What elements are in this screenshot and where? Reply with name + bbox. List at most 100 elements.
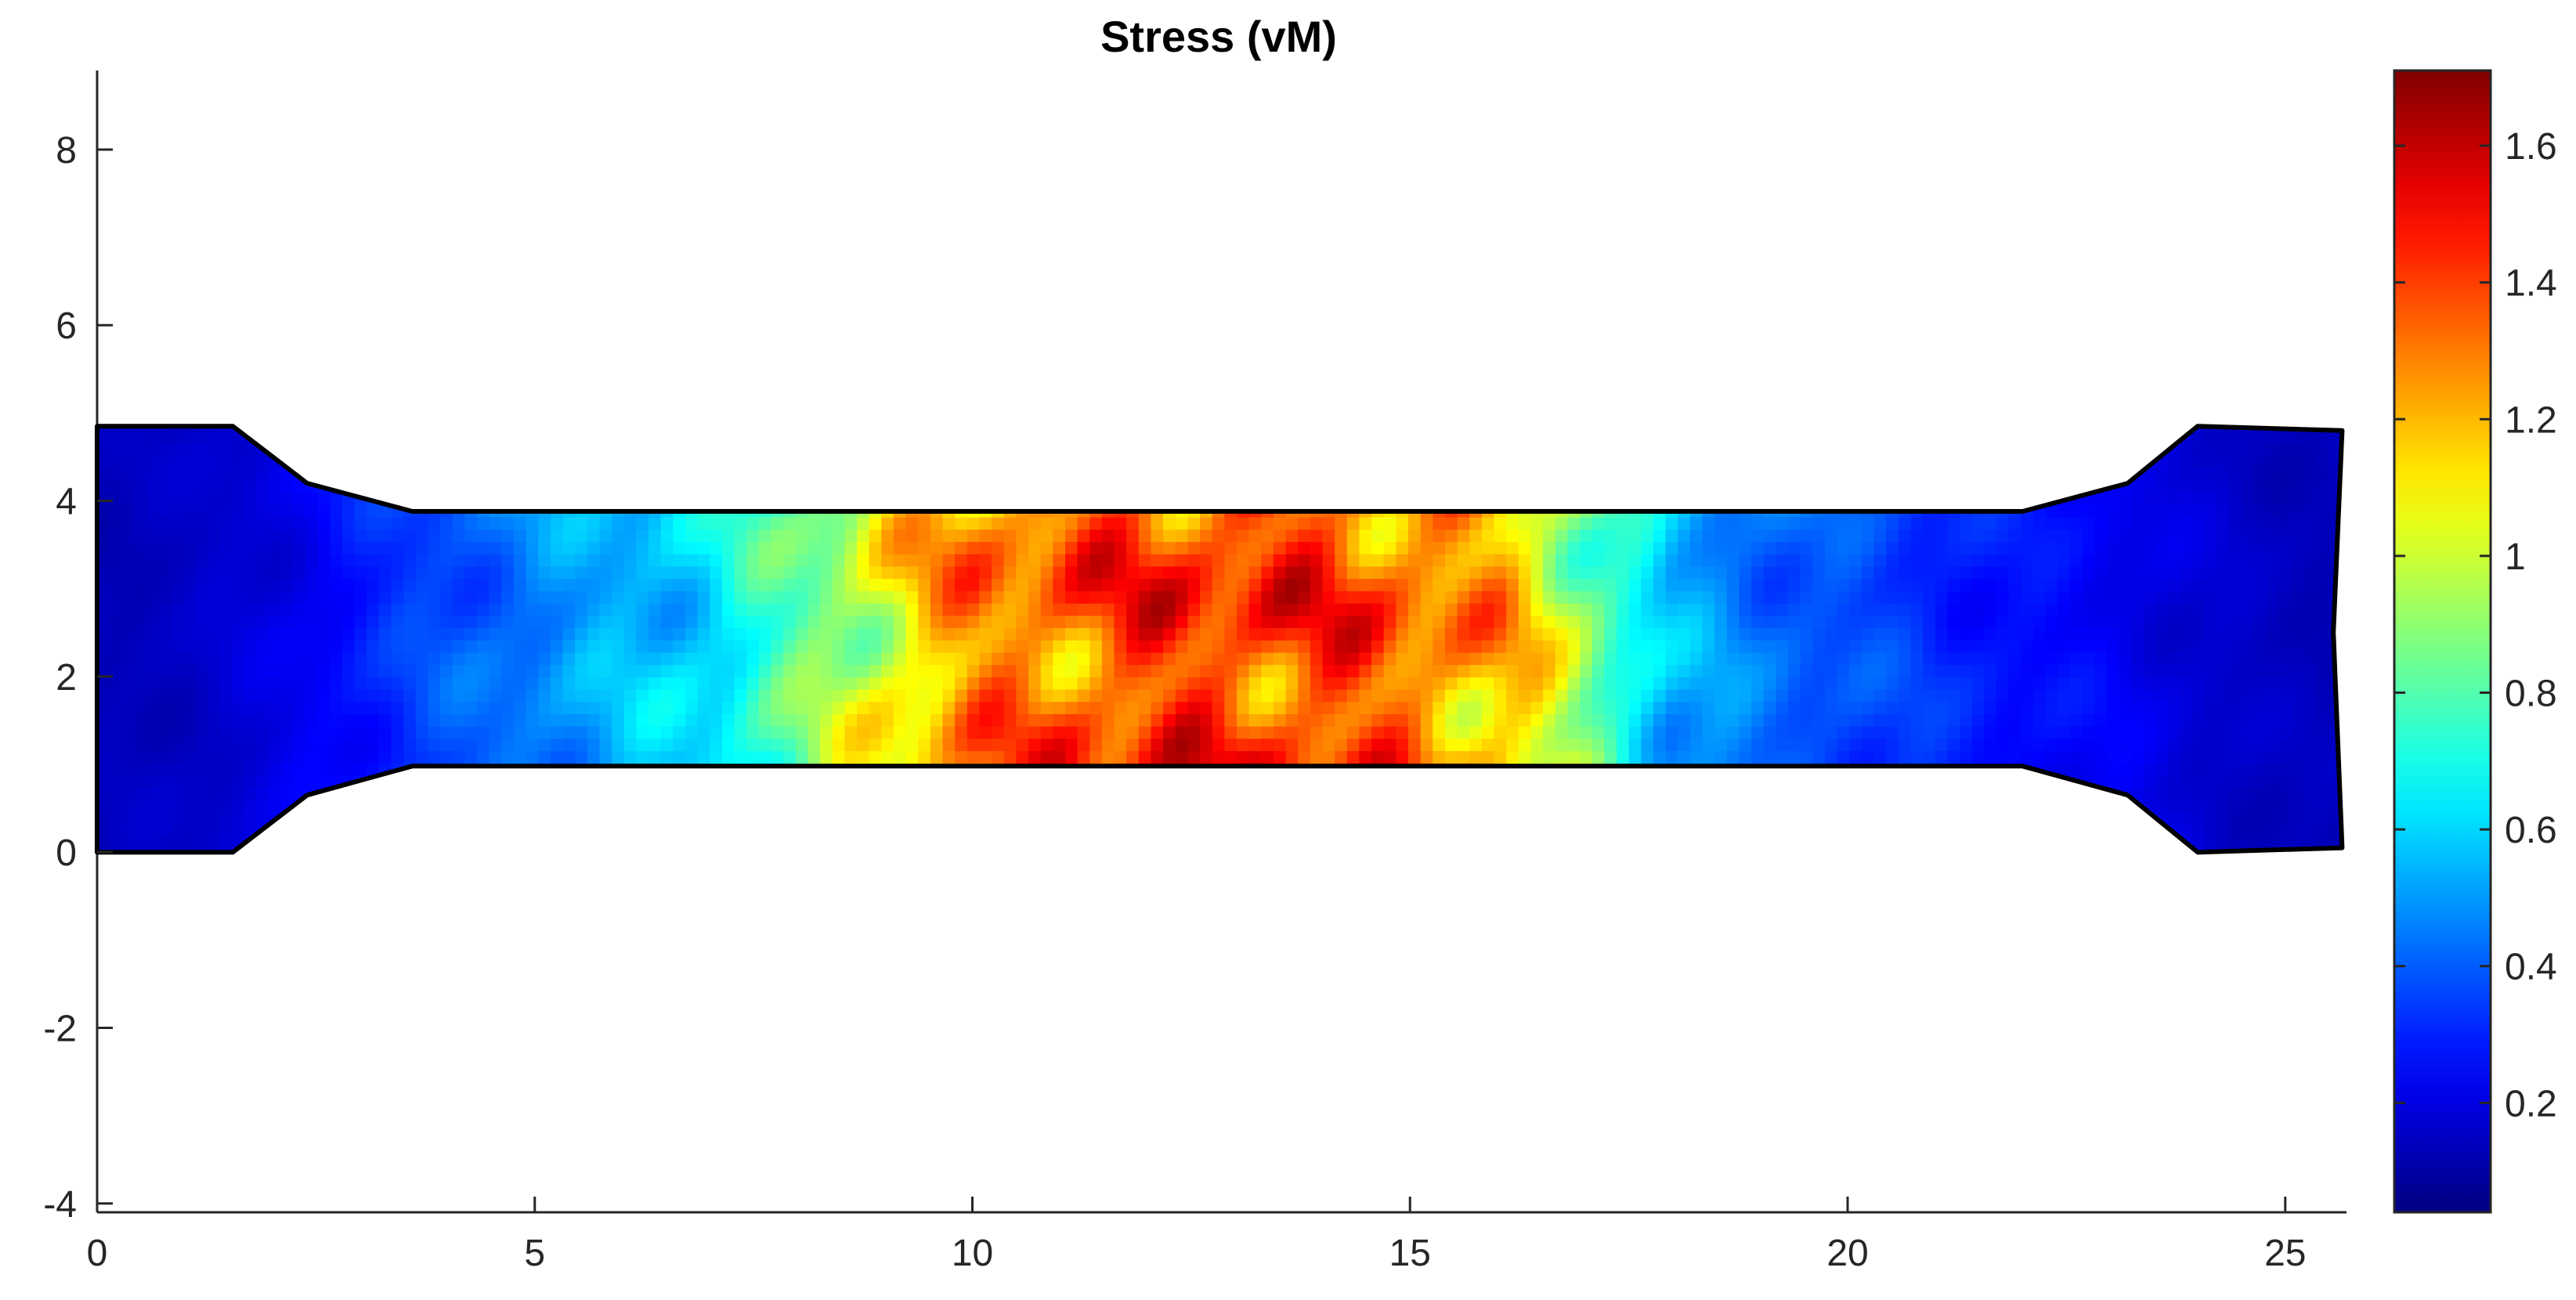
field-cell <box>1420 479 1434 493</box>
field-cell <box>562 750 576 764</box>
field-cell <box>1678 701 1691 714</box>
field-cell <box>881 787 894 800</box>
field-cell <box>746 442 760 457</box>
field-cell <box>403 676 417 690</box>
field-cell <box>1016 639 1029 653</box>
field-cell <box>170 479 184 493</box>
field-cell <box>440 775 453 789</box>
field-cell <box>820 836 833 850</box>
field-cell <box>1604 848 1617 853</box>
field-cell <box>280 479 294 493</box>
field-cell <box>1591 602 1606 616</box>
field-cell <box>1346 799 1360 813</box>
field-cell <box>1433 688 1446 702</box>
field-cell <box>1298 688 1311 702</box>
field-cell <box>428 824 441 837</box>
field-cell <box>758 836 772 850</box>
field-cell <box>955 541 968 554</box>
field-cell <box>1739 442 1752 457</box>
field-cell <box>330 467 343 481</box>
field-cell <box>1346 516 1360 530</box>
field-cell <box>1335 565 1348 580</box>
field-cell <box>1285 565 1299 580</box>
field-cell <box>1151 688 1165 702</box>
field-cell <box>1065 750 1078 764</box>
field-cell <box>1494 701 1508 714</box>
field-cell <box>1567 602 1581 616</box>
field-cell <box>1702 565 1716 580</box>
field-cell <box>354 639 368 653</box>
field-cell <box>1126 811 1140 825</box>
field-cell <box>1408 442 1422 457</box>
field-cell <box>1726 430 1740 444</box>
field-cell <box>1408 602 1422 616</box>
field-cell <box>550 688 564 702</box>
field-cell <box>721 824 735 837</box>
field-cell <box>195 426 208 432</box>
field-cell <box>1200 639 1213 653</box>
field-cell <box>1126 664 1140 677</box>
field-cell <box>1530 738 1545 752</box>
field-cell <box>1322 738 1336 752</box>
field-cell <box>526 430 540 444</box>
field-cell <box>1151 725 1165 739</box>
field-cell <box>599 615 613 629</box>
field-cell <box>1346 787 1360 800</box>
field-cell <box>1543 775 1556 789</box>
field-cell <box>857 578 870 591</box>
field-cell <box>857 639 870 653</box>
field-cell <box>1420 688 1434 702</box>
field-cell <box>354 738 368 752</box>
field-cell <box>1457 541 1471 554</box>
field-cell <box>170 639 184 653</box>
field-cell <box>623 479 638 493</box>
field-cell <box>452 639 466 653</box>
field-cell <box>575 824 588 837</box>
field-cell <box>942 725 956 739</box>
field-cell <box>354 713 368 727</box>
field-cell <box>1151 467 1165 481</box>
field-cell <box>869 578 883 591</box>
field-cell <box>721 639 735 653</box>
field-cell <box>1580 627 1593 641</box>
field-cell <box>673 713 686 727</box>
field-cell <box>440 479 453 493</box>
field-cell <box>1335 713 1348 727</box>
field-cell <box>1028 824 1042 837</box>
field-cell <box>832 541 846 554</box>
field-cell <box>1224 627 1237 641</box>
field-cell <box>1702 430 1716 444</box>
field-cell <box>158 664 172 677</box>
field-cell <box>562 479 576 493</box>
field-cell <box>1641 627 1654 641</box>
field-cell <box>905 688 919 702</box>
field-cell <box>660 590 674 604</box>
field-cell <box>1371 738 1385 752</box>
field-cell <box>464 725 478 739</box>
field-cell <box>1322 602 1336 616</box>
field-cell <box>1506 529 1519 543</box>
field-cell <box>1065 615 1078 629</box>
field-cell <box>280 627 294 641</box>
field-cell <box>697 442 711 457</box>
field-cell <box>378 652 392 666</box>
field-cell <box>1016 787 1029 800</box>
field-cell <box>317 639 331 653</box>
field-cell <box>918 787 931 800</box>
field-cell <box>783 787 797 800</box>
field-cell <box>1591 787 1606 800</box>
field-cell <box>869 688 883 702</box>
field-cell <box>1445 541 1458 554</box>
field-cell <box>587 824 601 837</box>
field-cell <box>1016 602 1029 616</box>
field-cell <box>146 750 160 764</box>
field-cell <box>464 811 478 825</box>
field-cell <box>1543 701 1556 714</box>
field-cell <box>966 467 981 481</box>
field-cell <box>807 799 821 813</box>
field-cell <box>1003 787 1017 800</box>
field-cell <box>820 627 833 641</box>
field-cell <box>1285 430 1299 444</box>
field-cell <box>1335 479 1348 493</box>
field-cell <box>1101 664 1115 677</box>
